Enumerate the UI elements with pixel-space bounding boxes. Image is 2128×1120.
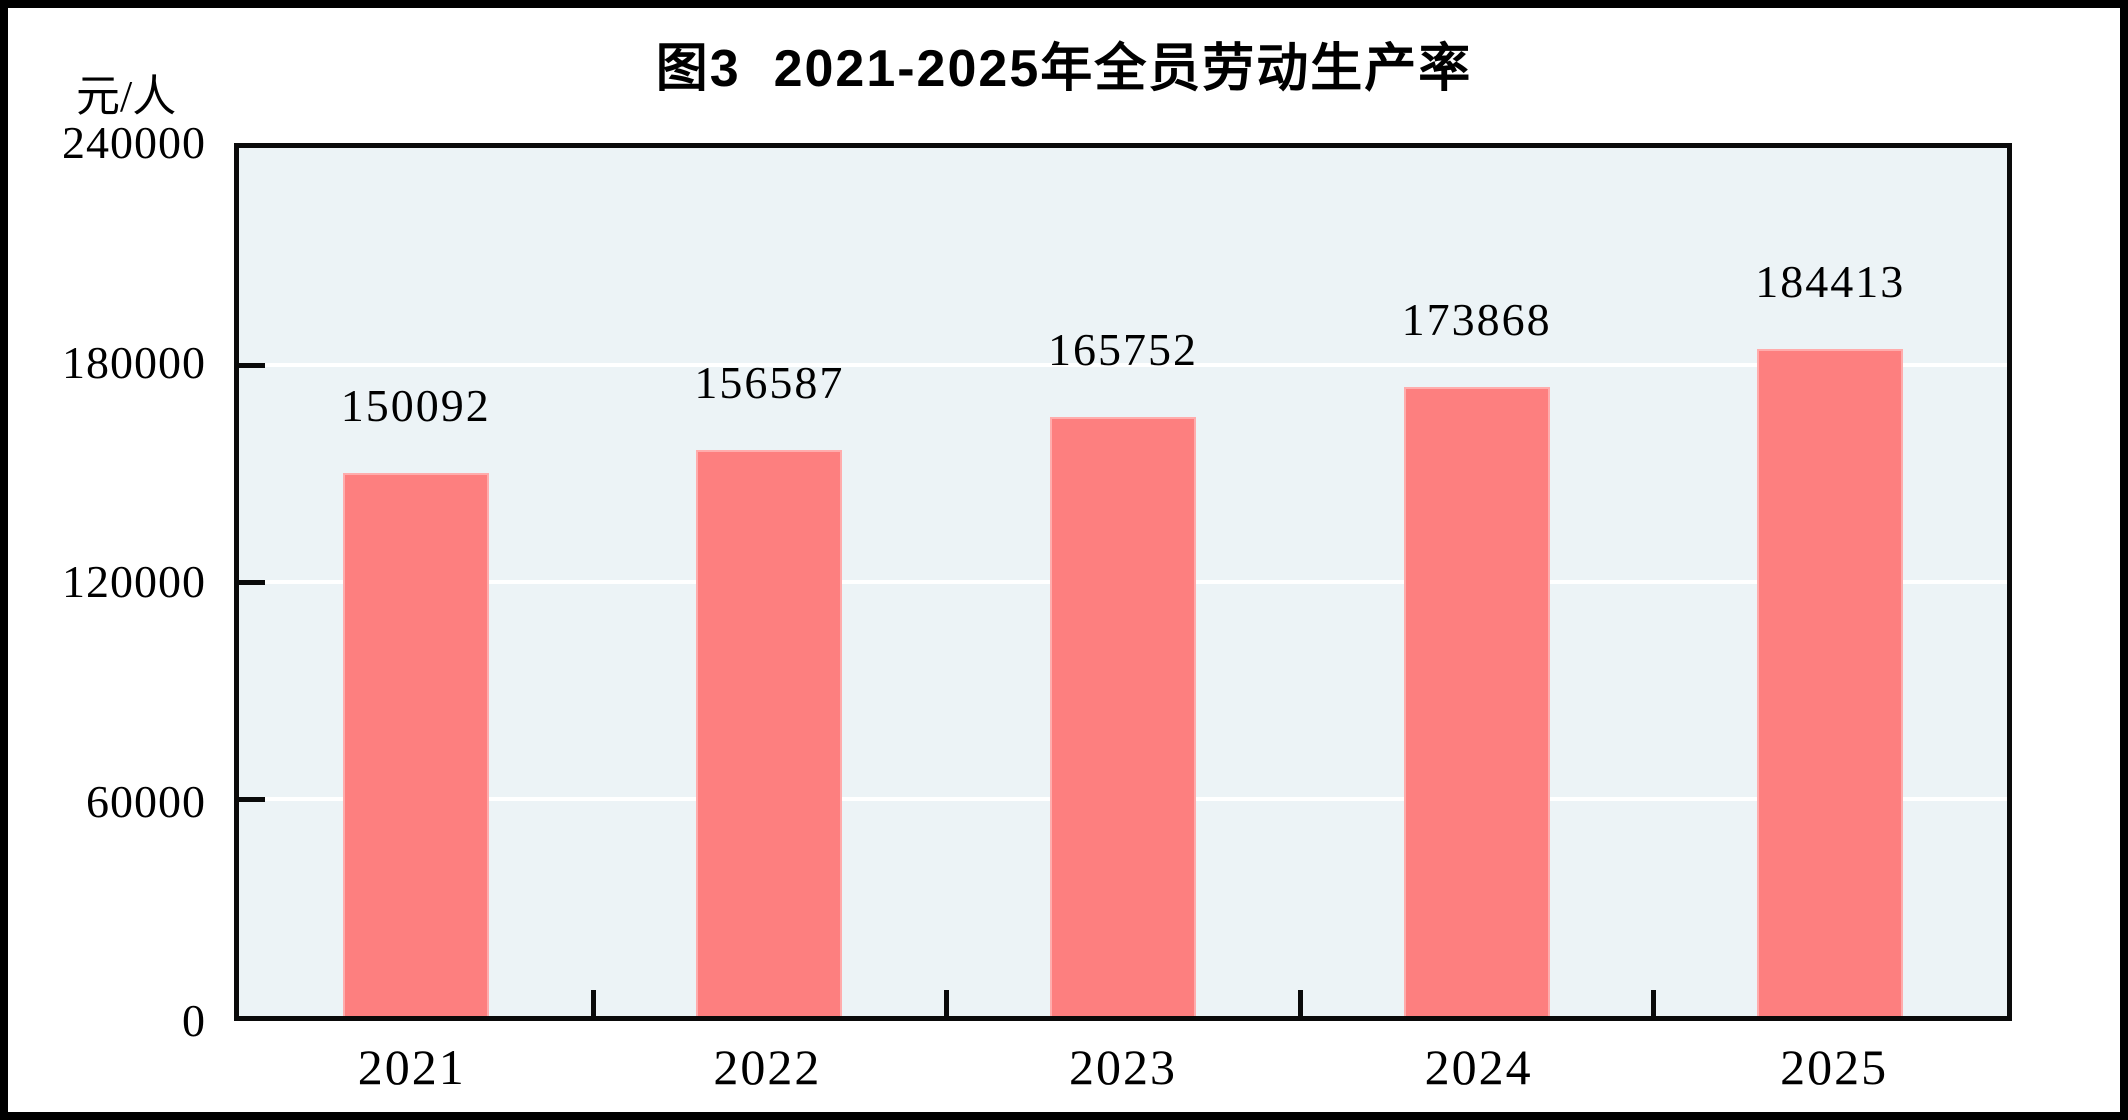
x-axis-tick-labels: 2021 2022 2023 2024 2025: [234, 1038, 2012, 1096]
bar-value-label: 156587: [694, 356, 845, 408]
bar-2021: [342, 473, 489, 1016]
x-tick-mark: [590, 990, 596, 1016]
y-tick-mark: [239, 363, 265, 368]
bar-2025: [1757, 349, 1904, 1016]
bar-group-2025: 184413: [1653, 148, 2007, 1016]
y-tick-label: 60000: [86, 775, 206, 827]
y-tick-label: 240000: [62, 117, 206, 168]
x-tick-mark: [1651, 990, 1657, 1016]
y-tick-mark: [239, 797, 265, 802]
y-tick-label: 120000: [62, 556, 206, 607]
x-tick-label: 2021: [357, 1039, 466, 1095]
bar-2024: [1403, 387, 1550, 1016]
y-tick-mark: [239, 580, 265, 585]
bar-group-2022: 156587: [593, 148, 947, 1016]
y-axis-tick-labels: 240000 180000 120000 60000 0: [8, 117, 206, 1046]
bar-value-label: 165752: [1047, 323, 1198, 375]
bar-2022: [696, 449, 843, 1016]
gridline-180000: [239, 363, 2007, 367]
bar-group-2023: 165752: [946, 148, 1300, 1016]
bar-value-label: 150092: [340, 380, 491, 432]
x-tick-mark: [944, 990, 950, 1016]
x-tick-label: 2022: [713, 1039, 822, 1095]
y-tick-label: 0: [182, 995, 206, 1046]
bar-group-2024: 173868: [1300, 148, 1654, 1016]
y-tick-label: 180000: [62, 336, 206, 388]
plot-area: 150092 156587 165752 173868 184413: [234, 143, 2012, 1021]
x-tick-label: 2024: [1424, 1039, 1533, 1095]
bar-value-label: 184413: [1755, 256, 1906, 308]
chart-title: 图3 2021-2025年全员劳动生产率: [655, 40, 1473, 98]
bar-group-2021: 150092: [239, 148, 593, 1016]
y-axis-unit-label: 元/人: [76, 72, 177, 121]
x-tick-mark: [1297, 990, 1303, 1016]
bar-2023: [1049, 416, 1196, 1016]
bar-value-label: 173868: [1401, 294, 1552, 346]
x-tick-label: 2023: [1068, 1039, 1177, 1095]
x-tick-label: 2025: [1780, 1039, 1889, 1095]
